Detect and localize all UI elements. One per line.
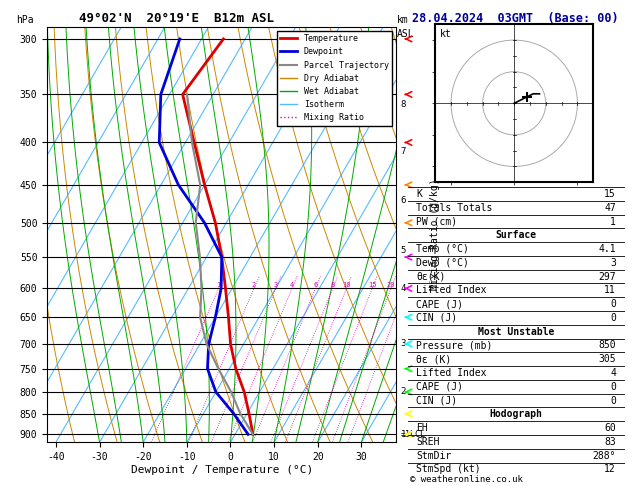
Text: ASL: ASL bbox=[397, 29, 415, 39]
Text: 1: 1 bbox=[610, 217, 616, 226]
Text: K: K bbox=[416, 189, 422, 199]
Text: 83: 83 bbox=[604, 437, 616, 447]
Text: km: km bbox=[397, 15, 409, 25]
Text: Mixing Ratio (g/kg): Mixing Ratio (g/kg) bbox=[430, 179, 440, 290]
Legend: Temperature, Dewpoint, Parcel Trajectory, Dry Adiabat, Wet Adiabat, Isotherm, Mi: Temperature, Dewpoint, Parcel Trajectory… bbox=[277, 31, 392, 125]
Text: 1: 1 bbox=[216, 282, 221, 288]
Text: Dewp (°C): Dewp (°C) bbox=[416, 258, 469, 268]
Text: 47: 47 bbox=[604, 203, 616, 213]
Text: CIN (J): CIN (J) bbox=[416, 313, 457, 323]
Text: StmSpd (kt): StmSpd (kt) bbox=[416, 465, 481, 474]
Text: 1: 1 bbox=[401, 430, 406, 439]
Text: hPa: hPa bbox=[16, 15, 33, 25]
Text: Surface: Surface bbox=[496, 230, 537, 240]
Text: Pressure (mb): Pressure (mb) bbox=[416, 341, 493, 350]
Text: CAPE (J): CAPE (J) bbox=[416, 382, 464, 392]
Text: 2: 2 bbox=[401, 387, 406, 397]
Text: © weatheronline.co.uk: © weatheronline.co.uk bbox=[410, 474, 523, 484]
Text: 8: 8 bbox=[401, 100, 406, 109]
Text: 0: 0 bbox=[610, 299, 616, 309]
Text: 15: 15 bbox=[604, 189, 616, 199]
Text: 6: 6 bbox=[313, 282, 318, 288]
Text: 4.1: 4.1 bbox=[598, 244, 616, 254]
Text: 850: 850 bbox=[598, 341, 616, 350]
Text: 11: 11 bbox=[604, 285, 616, 295]
Text: 288°: 288° bbox=[593, 451, 616, 461]
Text: StmDir: StmDir bbox=[416, 451, 452, 461]
Text: 20: 20 bbox=[387, 282, 395, 288]
Text: 305: 305 bbox=[598, 354, 616, 364]
Text: CIN (J): CIN (J) bbox=[416, 396, 457, 405]
Text: 3: 3 bbox=[610, 258, 616, 268]
Text: kt: kt bbox=[440, 29, 452, 39]
Text: Temp (°C): Temp (°C) bbox=[416, 244, 469, 254]
Text: Lifted Index: Lifted Index bbox=[416, 368, 487, 378]
Text: PW (cm): PW (cm) bbox=[416, 217, 457, 226]
Text: 4: 4 bbox=[401, 284, 406, 293]
Text: =1LCL: =1LCL bbox=[401, 430, 425, 439]
Text: 15: 15 bbox=[368, 282, 377, 288]
Text: 49°02'N  20°19'E  B12m ASL: 49°02'N 20°19'E B12m ASL bbox=[79, 12, 274, 25]
Text: 3: 3 bbox=[401, 339, 406, 348]
Text: SREH: SREH bbox=[416, 437, 440, 447]
Text: EH: EH bbox=[416, 423, 428, 433]
Text: Totals Totals: Totals Totals bbox=[416, 203, 493, 213]
Text: Most Unstable: Most Unstable bbox=[478, 327, 554, 337]
Text: 7: 7 bbox=[401, 147, 406, 156]
Text: Hodograph: Hodograph bbox=[489, 409, 543, 419]
Text: 60: 60 bbox=[604, 423, 616, 433]
Text: 10: 10 bbox=[342, 282, 351, 288]
Text: 4: 4 bbox=[290, 282, 294, 288]
Text: CAPE (J): CAPE (J) bbox=[416, 299, 464, 309]
Text: 0: 0 bbox=[610, 396, 616, 405]
Text: 5: 5 bbox=[401, 246, 406, 255]
Text: 2: 2 bbox=[252, 282, 256, 288]
Text: 6: 6 bbox=[401, 196, 406, 205]
Text: θε (K): θε (K) bbox=[416, 354, 452, 364]
Text: 0: 0 bbox=[610, 313, 616, 323]
Text: 28.04.2024  03GMT  (Base: 00): 28.04.2024 03GMT (Base: 00) bbox=[412, 12, 618, 25]
X-axis label: Dewpoint / Temperature (°C): Dewpoint / Temperature (°C) bbox=[131, 465, 313, 475]
Text: 297: 297 bbox=[598, 272, 616, 281]
Text: 4: 4 bbox=[610, 368, 616, 378]
Text: 0: 0 bbox=[610, 382, 616, 392]
Text: 8: 8 bbox=[331, 282, 335, 288]
Text: 3: 3 bbox=[274, 282, 278, 288]
Text: 12: 12 bbox=[604, 465, 616, 474]
Text: Lifted Index: Lifted Index bbox=[416, 285, 487, 295]
Text: θε(K): θε(K) bbox=[416, 272, 446, 281]
